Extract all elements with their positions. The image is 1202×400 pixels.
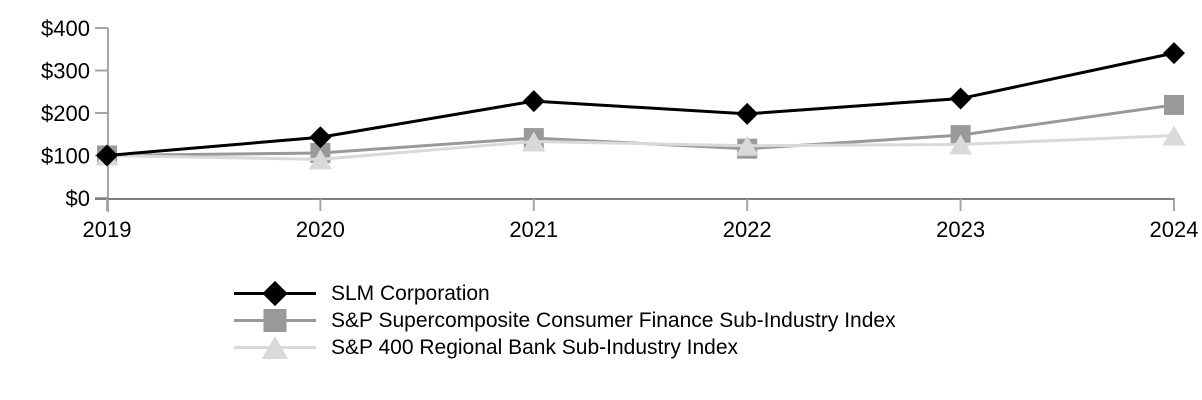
legend-marker-slm-diamond: [234, 280, 316, 307]
y-tick-label: $300: [41, 59, 90, 84]
x-tick-label: 2024: [1150, 217, 1199, 242]
legend-marker-consumer-finance-square: [234, 309, 316, 332]
x-tick-label: 2023: [936, 217, 985, 242]
triangle-marker: [1162, 125, 1186, 146]
x-tick-label: 2022: [723, 217, 772, 242]
y-tick-label: $400: [41, 16, 90, 41]
square-marker: [1164, 94, 1184, 115]
legend-marker-shape-1: [263, 309, 287, 332]
y-tick-label: $0: [66, 186, 90, 211]
x-tick-label: 2021: [509, 217, 558, 242]
series-line-1: [106, 103, 1175, 157]
legend-marker-shape-2: [261, 336, 289, 359]
triangle-marker: [735, 135, 759, 156]
diamond-marker: [1163, 42, 1185, 65]
diamond-marker: [522, 90, 545, 113]
series-2: [95, 125, 1186, 170]
series-line-2: [106, 134, 1175, 161]
diamond-marker: [96, 144, 118, 167]
series-0: [96, 42, 1185, 167]
chart-legend: SLM Corporation S&P Supercomposite Consu…: [233, 280, 896, 361]
performance-chart-canvas: $0 $100 $200 $300 $400 2019 2020 2021 2022 2023 20…: [41, 16, 1199, 242]
legend-marker-shape-0: [262, 280, 288, 307]
square-marker: [263, 309, 287, 332]
diamond-marker: [309, 126, 332, 149]
legend-item-slm-corporation: SLM Corporation: [233, 280, 896, 307]
triangle-marker: [949, 134, 973, 155]
legend-marker-regional-bank-triangle: [234, 336, 316, 359]
diamond-marker: [736, 102, 759, 125]
y-tick-label: $200: [41, 101, 90, 126]
series-line-0: [106, 51, 1175, 157]
legend-label-slm-corporation: SLM Corporation: [331, 282, 490, 305]
y-tick-label: $100: [41, 144, 90, 169]
legend-item-sp-consumer-finance: S&P Supercomposite Consumer Finance Sub-…: [233, 307, 896, 334]
legend-item-sp-400-regional-bank: S&P 400 Regional Bank Sub-Industry Index: [233, 334, 896, 361]
x-tick-label: 2020: [296, 217, 345, 242]
x-tick-label: 2019: [83, 217, 132, 242]
triangle-marker: [308, 149, 332, 170]
legend-label-sp-400-regional-bank: S&P 400 Regional Bank Sub-Industry Index: [331, 336, 739, 359]
series-1: [97, 94, 1184, 166]
triangle-marker: [522, 131, 546, 152]
diamond-marker: [262, 280, 288, 307]
triangle-marker: [261, 336, 289, 359]
legend-label-sp-consumer-finance: S&P Supercomposite Consumer Finance Sub-…: [331, 309, 896, 332]
diamond-marker: [949, 87, 972, 110]
